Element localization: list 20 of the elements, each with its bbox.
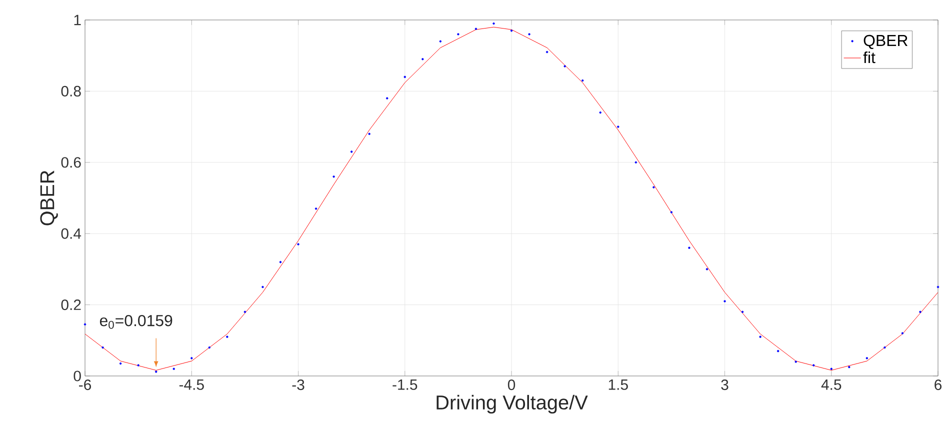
y-tick-label: 0.6 [61, 157, 81, 168]
y-tick-label: 0.4 [61, 228, 82, 239]
x-tick-label: 0 [508, 380, 516, 390]
y-axis-title: QBER [40, 170, 58, 226]
x-tick-label: -6 [79, 380, 91, 390]
x-tick-label: -1.5 [392, 380, 418, 390]
y-tick-label: 0 [74, 370, 81, 382]
y-tick-label: 1 [74, 14, 81, 26]
x-tick-label: 3 [721, 380, 728, 390]
x-tick-label: -4.5 [179, 380, 204, 390]
x-axis-title: Driving Voltage/V [436, 394, 588, 414]
legend-label: fit [863, 51, 876, 64]
legend-label: QBER [864, 34, 908, 49]
y-tick-label: 0.2 [61, 299, 81, 310]
y-tick-label: 0.8 [61, 86, 81, 96]
x-tick-label: -3 [292, 380, 304, 390]
annotation: e$_{0}$=0.0159 [100, 314, 172, 329]
x-tick-label: 4.5 [821, 380, 842, 390]
x-tick-label: 1.5 [608, 380, 628, 390]
x-tick-label: 6 [934, 380, 942, 390]
